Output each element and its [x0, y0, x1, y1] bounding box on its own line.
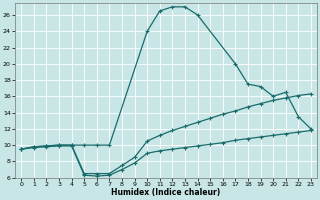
X-axis label: Humidex (Indice chaleur): Humidex (Indice chaleur)	[111, 188, 221, 197]
